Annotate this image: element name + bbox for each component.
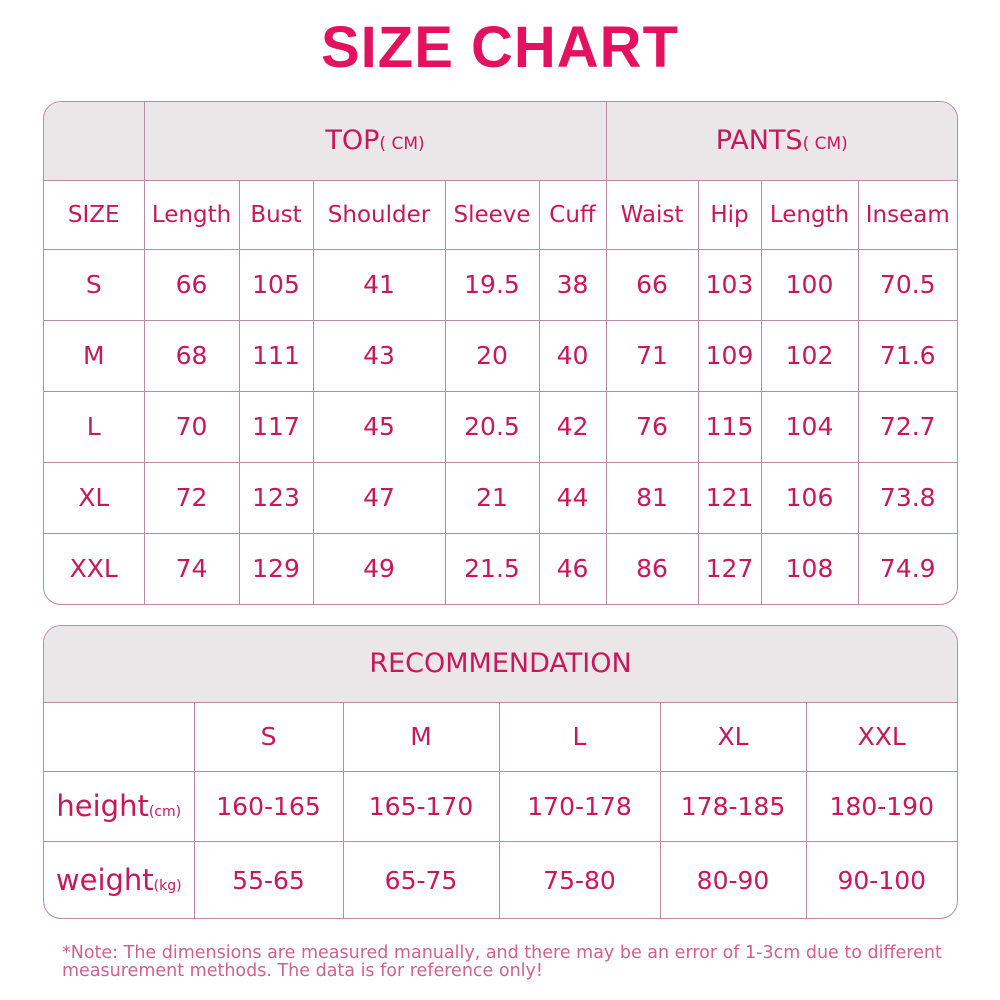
column-header: SIZE: [44, 179, 145, 250]
table-cell: 44: [538, 461, 607, 534]
corner-cell: [44, 701, 195, 772]
table-cell: 71: [605, 319, 699, 392]
table-cell: 123: [238, 461, 314, 534]
group-header-pants: PANTS( CM): [605, 102, 957, 181]
table-cell: 75-80: [498, 840, 661, 918]
table-cell: 102: [760, 319, 859, 392]
size-label: XL: [44, 461, 145, 534]
row-label-text: height: [56, 789, 149, 823]
table-cell: 40: [538, 319, 607, 392]
table-row: L 70 117 45 20.5 42 76 115 104 72.7: [44, 390, 957, 463]
page-title: SIZE CHART: [321, 15, 679, 80]
table-row: M 68 111 43 20 40 71 109 102 71.6: [44, 319, 957, 392]
table-cell: 70.5: [857, 248, 957, 321]
table-cell: 49: [312, 532, 446, 604]
recommendation-title: RECOMMENDATION: [44, 626, 957, 703]
table-cell: 80-90: [659, 840, 807, 918]
column-header: Bust: [238, 179, 314, 250]
size-label: L: [44, 390, 145, 463]
table-cell: 86: [605, 532, 699, 604]
group-header-top: TOP( CM): [143, 102, 607, 181]
column-header: Length: [143, 179, 240, 250]
table-cell: 106: [760, 461, 859, 534]
size-label: M: [44, 319, 145, 392]
table-cell: 74: [143, 532, 240, 604]
table-row: height(cm) 160-165 165-170 170-178 178-185 18…: [44, 770, 957, 842]
table-cell: 71.6: [857, 319, 957, 392]
table-cell: 170-178: [498, 770, 661, 842]
corner-cell: [44, 102, 145, 181]
table-cell: 111: [238, 319, 314, 392]
table-cell: 115: [697, 390, 762, 463]
table-cell: 100: [760, 248, 859, 321]
size-header: XL: [659, 701, 807, 772]
table-cell: 65-75: [342, 840, 500, 918]
table-cell: 66: [143, 248, 240, 321]
table-cell: 38: [538, 248, 607, 321]
recommendation-table: RECOMMENDATION S M L XL XXL height(cm) 160-16…: [43, 625, 958, 919]
row-label: weight(kg): [44, 840, 195, 918]
table-cell: 21.5: [444, 532, 540, 604]
column-header: Hip: [697, 179, 762, 250]
table-row: XL 72 123 47 21 44 81 121 106 73.8: [44, 461, 957, 534]
table-cell: 129: [238, 532, 314, 604]
table-row: S 66 105 41 19.5 38 66 103 100 70.5: [44, 248, 957, 321]
table-cell: 68: [143, 319, 240, 392]
table-cell: 117: [238, 390, 314, 463]
column-header: Length: [760, 179, 859, 250]
table-cell: 104: [760, 390, 859, 463]
size-label: XXL: [44, 532, 145, 604]
table-cell: 45: [312, 390, 446, 463]
table-cell: 20: [444, 319, 540, 392]
table-cell: 73.8: [857, 461, 957, 534]
table-cell: 81: [605, 461, 699, 534]
row-label-text: weight: [55, 863, 154, 898]
table-cell: 105: [238, 248, 314, 321]
table-cell: 21: [444, 461, 540, 534]
table-row: XXL 74 129 49 21.5 46 86 127 108 74.9: [44, 532, 957, 604]
table-cell: 121: [697, 461, 762, 534]
size-header: XXL: [805, 701, 957, 772]
table-cell: 19.5: [444, 248, 540, 321]
table-cell: 43: [312, 319, 446, 392]
size-label: S: [44, 248, 145, 321]
footnote: *Note: The dimensions are measured manua…: [62, 943, 942, 981]
table-row: weight(kg) 55-65 65-75 75-80 80-90 90-100: [44, 840, 957, 918]
size-header: S: [193, 701, 344, 772]
column-header: Waist: [605, 179, 699, 250]
column-header: Cuff: [538, 179, 607, 250]
table-cell: 41: [312, 248, 446, 321]
table-cell: 72.7: [857, 390, 957, 463]
table-cell: 109: [697, 319, 762, 392]
table-cell: 47: [312, 461, 446, 534]
table-cell: 55-65: [193, 840, 344, 918]
table-cell: 66: [605, 248, 699, 321]
row-label: height(cm): [44, 770, 195, 842]
size-header: L: [498, 701, 661, 772]
table-cell: 74.9: [857, 532, 957, 604]
row-unit: (cm): [148, 804, 182, 820]
column-header: Shoulder: [312, 179, 446, 250]
table-cell: 90-100: [805, 840, 957, 918]
table-cell: 160-165: [193, 770, 344, 842]
table-cell: 70: [143, 390, 240, 463]
table-cell: 180-190: [805, 770, 957, 842]
row-unit: (kg): [153, 878, 182, 895]
table-cell: 46: [538, 532, 607, 604]
table-cell: 127: [697, 532, 762, 604]
table-cell: 42: [538, 390, 607, 463]
table-cell: 108: [760, 532, 859, 604]
size-header: M: [342, 701, 500, 772]
size-table: TOP( CM) PANTS( CM) SIZE Length Bust Should…: [43, 101, 958, 605]
table-cell: 165-170: [342, 770, 500, 842]
table-cell: 103: [697, 248, 762, 321]
column-header: Sleeve: [444, 179, 540, 250]
table-cell: 76: [605, 390, 699, 463]
table-cell: 72: [143, 461, 240, 534]
table-cell: 20.5: [444, 390, 540, 463]
table-cell: 178-185: [659, 770, 807, 842]
column-header: Inseam: [857, 179, 957, 250]
